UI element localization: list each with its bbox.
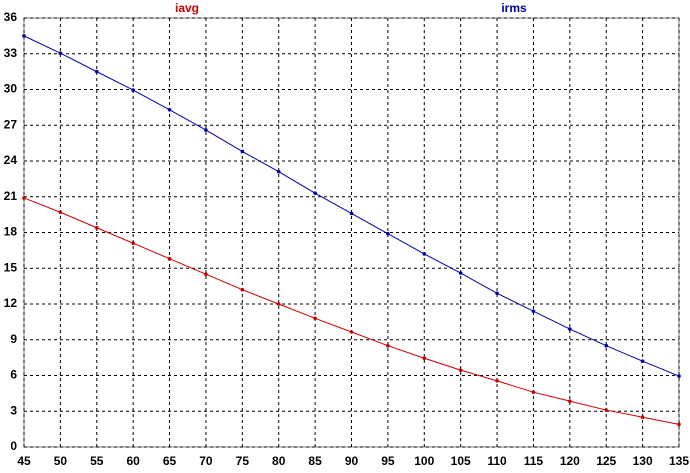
y-tick-label: 6 xyxy=(10,368,17,382)
data-point xyxy=(240,287,245,292)
data-point xyxy=(276,302,281,306)
x-tick-label: 80 xyxy=(272,454,286,468)
data-point xyxy=(22,34,26,38)
data-point xyxy=(204,128,208,132)
x-tick-label: 60 xyxy=(126,454,140,468)
x-tick-label: 65 xyxy=(163,454,177,468)
data-point xyxy=(568,327,572,331)
data-point xyxy=(531,390,536,394)
data-point xyxy=(458,368,463,372)
x-tick-label: 70 xyxy=(199,454,213,468)
x-tick-label: 100 xyxy=(414,454,434,468)
data-point xyxy=(167,256,172,261)
data-point xyxy=(58,51,63,55)
data-point xyxy=(677,374,681,378)
data-point xyxy=(640,359,645,364)
data-point xyxy=(349,211,354,216)
data-point xyxy=(604,343,609,348)
legend-label: iavg xyxy=(175,1,199,15)
x-tick-label: 120 xyxy=(560,454,580,468)
y-tick-label: 15 xyxy=(4,260,18,274)
data-point xyxy=(349,330,354,334)
x-tick-label: 115 xyxy=(524,454,544,468)
y-tick-label: 9 xyxy=(10,332,17,346)
y-tick-label: 21 xyxy=(4,189,18,203)
data-point xyxy=(495,379,499,383)
x-tick-label: 105 xyxy=(451,454,471,468)
x-tick-label: 90 xyxy=(345,454,359,468)
x-tick-label: 125 xyxy=(596,454,616,468)
x-tick-label: 55 xyxy=(90,454,104,468)
data-point xyxy=(568,399,572,403)
data-point xyxy=(386,343,390,348)
y-tick-label: 24 xyxy=(4,153,18,167)
x-tick-label: 135 xyxy=(669,454,689,468)
y-tick-label: 12 xyxy=(4,296,18,310)
data-point xyxy=(495,291,499,296)
x-tick-label: 110 xyxy=(487,454,507,468)
data-point xyxy=(677,422,681,427)
data-point xyxy=(94,225,99,230)
y-tick-label: 33 xyxy=(4,46,18,60)
data-point xyxy=(531,309,536,313)
y-tick-label: 27 xyxy=(4,117,18,131)
x-tick-label: 50 xyxy=(54,454,68,468)
y-tick-label: 18 xyxy=(4,225,18,239)
x-tick-label: 45 xyxy=(17,454,31,468)
x-tick-label: 75 xyxy=(236,454,250,468)
y-tick-label: 0 xyxy=(10,439,17,453)
data-point xyxy=(131,88,135,92)
data-point xyxy=(640,415,645,420)
x-tick-label: 85 xyxy=(308,454,322,468)
x-tick-label: 95 xyxy=(381,454,395,468)
data-point xyxy=(240,149,245,154)
data-point xyxy=(604,408,609,412)
data-point xyxy=(58,210,63,215)
y-tick-label: 36 xyxy=(4,10,18,24)
x-tick-label: 130 xyxy=(633,454,653,468)
data-point xyxy=(458,271,463,275)
data-point xyxy=(131,241,135,246)
data-point xyxy=(386,231,390,236)
data-point xyxy=(22,196,26,200)
y-tick-label: 3 xyxy=(10,403,17,417)
data-point xyxy=(422,252,427,256)
y-tick-label: 30 xyxy=(4,82,18,96)
data-point xyxy=(313,316,317,321)
data-point xyxy=(94,69,99,74)
data-point xyxy=(167,107,172,112)
data-point xyxy=(204,272,208,277)
legend-label: irms xyxy=(501,1,527,15)
data-point xyxy=(313,191,317,195)
data-point xyxy=(276,169,281,174)
data-point xyxy=(422,356,427,361)
